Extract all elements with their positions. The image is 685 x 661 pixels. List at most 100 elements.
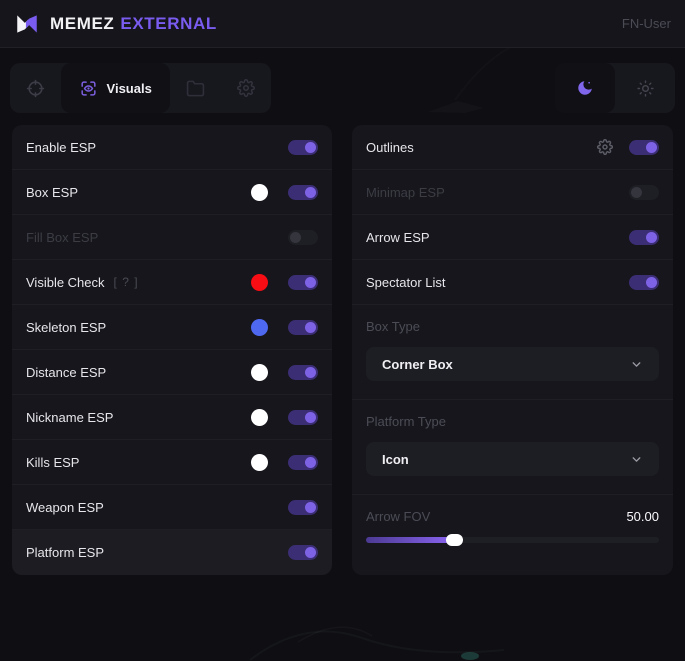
select-value: Icon bbox=[382, 451, 409, 467]
section-label: Platform Type bbox=[366, 414, 446, 429]
slider-fill bbox=[366, 537, 454, 543]
toggle-knob bbox=[305, 411, 316, 423]
toggle-knob bbox=[305, 456, 316, 468]
color-swatch-distance-esp[interactable] bbox=[251, 363, 268, 381]
toggle-box-esp[interactable] bbox=[288, 184, 318, 200]
tab-aim[interactable] bbox=[10, 63, 61, 113]
row-label: Platform ESP bbox=[26, 545, 105, 560]
toggle-knob bbox=[631, 186, 642, 198]
toggle-platform-esp[interactable] bbox=[288, 545, 318, 560]
row-label: Nickname ESP bbox=[26, 409, 114, 425]
folder-icon bbox=[186, 79, 205, 98]
panel-esp-left: Enable ESP Box ESP Fill Box ESP Visible Che… bbox=[12, 125, 332, 575]
row-minimap-esp: Minimap ESP bbox=[352, 170, 673, 215]
toggle-knob bbox=[305, 547, 316, 558]
toggle-distance-esp[interactable] bbox=[288, 364, 318, 380]
toggle-knob bbox=[305, 501, 316, 513]
slider-knob[interactable] bbox=[445, 534, 463, 546]
row-skeleton-esp: Skeleton ESP bbox=[12, 305, 332, 350]
sun-icon bbox=[636, 79, 654, 97]
section-label: Box Type bbox=[366, 319, 420, 334]
brand-accent: EXTERNAL bbox=[120, 13, 217, 33]
toggle-skeleton-esp[interactable] bbox=[288, 319, 318, 335]
crosshair-icon bbox=[26, 79, 45, 98]
moon-icon bbox=[576, 79, 594, 97]
row-label: Skeleton ESP bbox=[26, 319, 107, 335]
row-platform-esp: Platform ESP bbox=[12, 530, 332, 575]
row-enable-esp: Enable ESP bbox=[12, 125, 332, 170]
tab-visuals[interactable]: Visuals bbox=[60, 63, 170, 113]
toggle-enable-esp[interactable] bbox=[288, 139, 318, 155]
row-settings-gear-icon[interactable] bbox=[597, 139, 613, 155]
slider-value: 50.00 bbox=[626, 509, 659, 524]
row-distance-esp: Distance ESP bbox=[12, 350, 332, 395]
row-label: Weapon ESP bbox=[26, 499, 104, 515]
toggle-kills-esp[interactable] bbox=[288, 454, 318, 470]
row-weapon-esp: Weapon ESP bbox=[12, 485, 332, 530]
row-nickname-esp: Nickname ESP bbox=[12, 395, 332, 440]
row-kills-esp: Kills ESP bbox=[12, 440, 332, 485]
section-platform-type: Platform Type Icon bbox=[352, 400, 673, 495]
color-swatch-visible-check[interactable] bbox=[251, 273, 268, 291]
toggle-spectator-list[interactable] bbox=[629, 274, 659, 290]
toggle-outlines[interactable] bbox=[629, 139, 659, 155]
select-box-type[interactable]: Corner Box bbox=[366, 347, 659, 381]
app-header: MEMEZ EXTERNAL FN-User bbox=[0, 0, 685, 48]
chevron-down-icon bbox=[630, 453, 643, 466]
toggle-fill-box-esp[interactable] bbox=[288, 229, 318, 245]
chevron-down-icon bbox=[630, 358, 643, 371]
row-label: Spectator List bbox=[366, 274, 446, 290]
row-spectator-list: Spectator List bbox=[352, 260, 673, 305]
toolbar-tabstrip: Visuals bbox=[10, 63, 271, 113]
theme-moon-button[interactable] bbox=[555, 63, 615, 113]
tab-configs[interactable] bbox=[170, 63, 221, 113]
row-label: Arrow ESP bbox=[366, 229, 430, 245]
toggle-weapon-esp[interactable] bbox=[288, 499, 318, 515]
row-label: Outlines bbox=[366, 139, 414, 155]
gear-icon bbox=[236, 79, 255, 97]
toggle-knob bbox=[305, 321, 316, 333]
color-swatch-box-esp[interactable] bbox=[251, 183, 268, 201]
theme-switcher bbox=[555, 63, 675, 113]
row-outlines: Outlines bbox=[352, 125, 673, 170]
select-platform-type[interactable]: Icon bbox=[366, 442, 659, 476]
toggle-knob bbox=[305, 366, 316, 378]
row-label: Kills ESP bbox=[26, 454, 80, 470]
panel-esp-right: Outlines Minimap ESP Arrow ESP Spectator Li… bbox=[352, 125, 673, 575]
color-swatch-nickname-esp[interactable] bbox=[251, 408, 268, 426]
slider-head: Arrow FOV 50.00 bbox=[366, 509, 659, 524]
toggle-minimap-esp[interactable] bbox=[629, 184, 659, 200]
slider-arrow-fov[interactable] bbox=[366, 534, 659, 546]
section-arrow-fov: Arrow FOV 50.00 bbox=[352, 495, 673, 575]
color-swatch-kills-esp[interactable] bbox=[251, 453, 268, 471]
row-label: Enable ESP bbox=[26, 139, 97, 155]
row-label: Fill Box ESP bbox=[26, 229, 99, 245]
theme-sun-button[interactable] bbox=[615, 63, 675, 113]
toggle-knob bbox=[646, 141, 657, 153]
tab-label: Visuals bbox=[106, 80, 152, 96]
toggle-knob bbox=[646, 231, 657, 243]
section-label: Arrow FOV bbox=[366, 509, 431, 524]
toggle-arrow-esp[interactable] bbox=[629, 229, 659, 245]
app-title: MEMEZ EXTERNAL bbox=[50, 14, 217, 34]
toggle-knob bbox=[646, 276, 657, 288]
row-fill-box-esp: Fill Box ESP bbox=[12, 215, 332, 260]
row-label: Distance ESP bbox=[26, 364, 107, 380]
row-visible-check: Visible Check [ ? ] bbox=[12, 260, 332, 305]
brand-primary: MEMEZ bbox=[50, 13, 115, 33]
toggle-nickname-esp[interactable] bbox=[288, 409, 318, 425]
row-arrow-esp: Arrow ESP bbox=[352, 215, 673, 260]
row-box-esp: Box ESP bbox=[12, 170, 332, 215]
section-box-type: Box Type Corner Box bbox=[352, 305, 673, 400]
brand-logo-icon bbox=[14, 11, 40, 37]
color-swatch-skeleton-esp[interactable] bbox=[251, 318, 268, 336]
logged-in-user: FN-User bbox=[621, 16, 671, 31]
toggle-knob bbox=[305, 186, 316, 198]
toggle-visible-check[interactable] bbox=[288, 274, 318, 290]
toggle-knob bbox=[305, 141, 316, 153]
tab-settings[interactable] bbox=[220, 63, 271, 113]
row-label: Box ESP bbox=[26, 184, 79, 200]
help-badge: [ ? ] bbox=[113, 275, 139, 289]
row-label: Visible Check bbox=[26, 274, 105, 290]
row-label: Minimap ESP bbox=[366, 184, 445, 200]
